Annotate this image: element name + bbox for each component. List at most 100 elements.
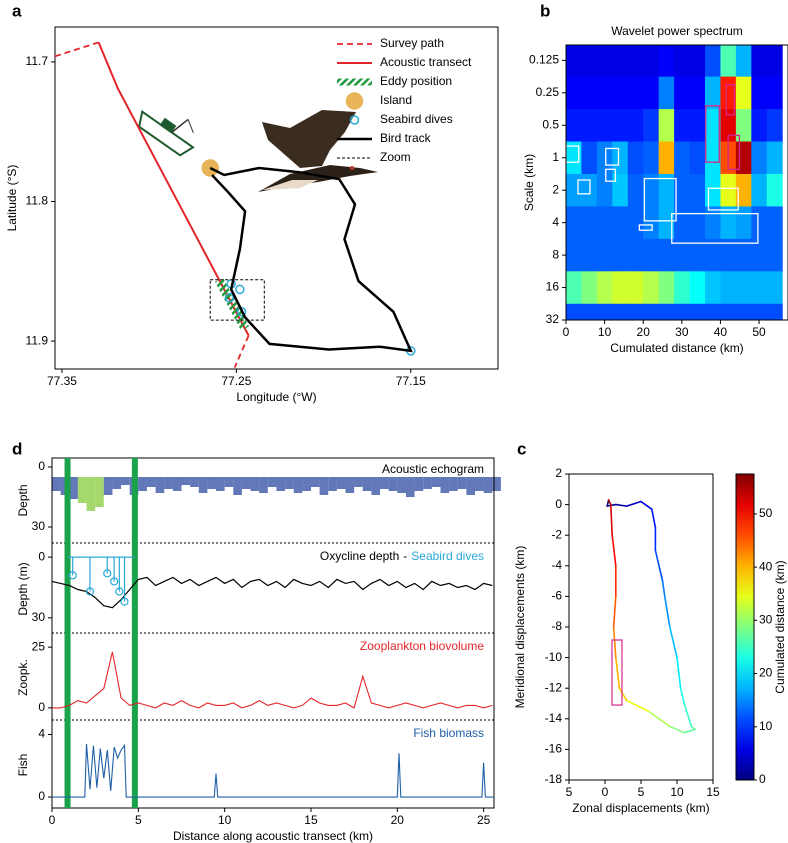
echo-column bbox=[276, 477, 286, 491]
heat-cell bbox=[766, 109, 783, 143]
echo-column bbox=[414, 477, 424, 491]
eddy-bar bbox=[131, 458, 138, 808]
echo-column bbox=[328, 477, 337, 491]
y-tick-label: 2 bbox=[555, 466, 562, 480]
heat-cell bbox=[658, 271, 675, 305]
heat-cell bbox=[735, 271, 752, 305]
region-box bbox=[707, 187, 739, 211]
dive-marker bbox=[103, 569, 112, 578]
echo-column bbox=[77, 477, 87, 503]
heat-cell bbox=[735, 76, 752, 110]
series-line bbox=[97, 42, 250, 336]
echo-column bbox=[69, 477, 78, 499]
legend-label: Island bbox=[380, 93, 412, 107]
echo-column bbox=[95, 477, 104, 507]
echo-column bbox=[483, 477, 493, 493]
region-box bbox=[705, 105, 720, 163]
heat-cell bbox=[766, 141, 783, 175]
heat-cell bbox=[581, 303, 598, 320]
legend-label: Survey path bbox=[380, 36, 444, 50]
heat-cell bbox=[674, 173, 691, 207]
echo-column bbox=[190, 477, 199, 487]
legend-symbol bbox=[345, 92, 364, 110]
heat-cell bbox=[674, 271, 691, 305]
series-line bbox=[214, 277, 250, 331]
heat-cell bbox=[689, 271, 706, 305]
heat-cell bbox=[766, 271, 783, 305]
x-tick-label: 25 bbox=[477, 813, 491, 827]
heat-cell bbox=[674, 76, 691, 110]
series-line bbox=[209, 166, 413, 353]
echo-column bbox=[250, 477, 260, 491]
heat-cell bbox=[596, 76, 613, 110]
y-tick-label: 11.8 bbox=[26, 194, 49, 208]
track-segment bbox=[612, 595, 617, 628]
heat-cell bbox=[735, 109, 752, 143]
panel-label: a bbox=[12, 1, 22, 20]
heat-cell bbox=[596, 271, 613, 305]
heat-cell bbox=[643, 109, 660, 143]
echo-column bbox=[241, 477, 251, 489]
marker bbox=[224, 293, 235, 303]
x-tick-label: 77.35 bbox=[47, 374, 77, 388]
echo-column bbox=[457, 477, 467, 489]
echo-column bbox=[112, 477, 122, 489]
track-segment bbox=[612, 626, 617, 659]
region-box bbox=[727, 134, 741, 170]
heat-cell bbox=[596, 206, 613, 240]
y-axis-label: Depth bbox=[16, 484, 30, 516]
y-axis-label: Depth (m) bbox=[16, 562, 30, 615]
echo-column bbox=[440, 477, 450, 493]
echo-column bbox=[224, 477, 234, 487]
heat-cell bbox=[704, 76, 721, 110]
y-tick-label: 0.5 bbox=[542, 117, 559, 131]
dive-marker bbox=[85, 587, 95, 596]
echo-column bbox=[302, 477, 311, 491]
x-tick-label: 10 bbox=[598, 325, 612, 339]
echo-column bbox=[164, 477, 173, 489]
x-tick-label: 40 bbox=[714, 325, 728, 339]
heat-cell bbox=[720, 238, 737, 272]
echo-column bbox=[293, 477, 303, 493]
echo-column bbox=[121, 477, 130, 485]
heat-cell bbox=[612, 76, 629, 110]
echo-column bbox=[207, 477, 217, 489]
region-box bbox=[725, 84, 735, 116]
y-tick-label: 1 bbox=[552, 150, 559, 164]
x-tick-label: 20 bbox=[391, 813, 405, 827]
dive-marker bbox=[115, 587, 124, 596]
subplot-title: Fish biomass bbox=[413, 726, 484, 740]
echo-column bbox=[405, 477, 415, 497]
region-box bbox=[566, 145, 580, 163]
heat-cell bbox=[689, 238, 706, 272]
region-box bbox=[643, 177, 677, 222]
heat-cell bbox=[704, 238, 721, 272]
boat-illustration bbox=[137, 110, 195, 157]
heat-cell bbox=[751, 238, 768, 272]
panel-label: c bbox=[517, 439, 526, 458]
heat-cell bbox=[612, 303, 629, 320]
track-segment bbox=[683, 728, 696, 734]
heat-cell bbox=[751, 206, 768, 240]
bird-illustration bbox=[258, 110, 378, 192]
y-tick-label: -4 bbox=[551, 558, 562, 572]
y-tick-label: -16 bbox=[545, 742, 563, 756]
x-tick-label: 0 bbox=[602, 785, 609, 799]
heat-cell bbox=[720, 45, 737, 78]
echo-column bbox=[319, 477, 329, 495]
x-axis-label: Distance along acoustic transect (km) bbox=[173, 829, 373, 843]
heat-cell bbox=[658, 109, 675, 143]
series-line bbox=[54, 41, 250, 368]
echo-column bbox=[198, 477, 208, 493]
echo-column bbox=[233, 477, 242, 495]
x-tick-label: 5 bbox=[638, 785, 645, 799]
heat-cell bbox=[720, 109, 737, 143]
heat-cell bbox=[689, 76, 706, 110]
marker bbox=[235, 284, 245, 295]
heat-cell bbox=[766, 173, 783, 207]
heat-cell bbox=[674, 109, 691, 143]
heat-cell bbox=[596, 141, 613, 175]
y-tick-label: 30 bbox=[32, 519, 46, 533]
heat-cell bbox=[581, 271, 598, 305]
heat-cell bbox=[643, 206, 660, 240]
